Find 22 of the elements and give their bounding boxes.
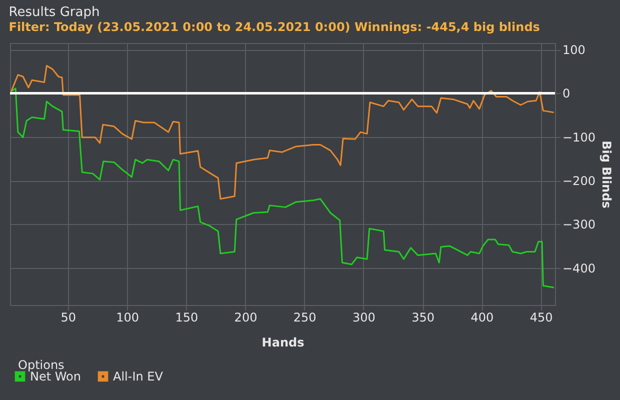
x-tick-label: 350	[412, 310, 435, 324]
x-tick-label: 50	[60, 310, 76, 324]
legend-label: All-In EV	[113, 369, 164, 384]
chart-title: Results Graph	[8, 5, 100, 20]
x-tick-label: 250	[293, 310, 316, 324]
x-tick-label: 100	[116, 310, 139, 324]
x-axis-title: Hands	[262, 336, 304, 350]
chart-subtitle: Filter: Today (23.05.2021 0:00 to 24.05.2021 0:00) Winnings: -445,4 big blinds	[8, 20, 540, 34]
y-tick-label: −300	[562, 218, 596, 232]
y-tick-label: 0	[562, 86, 570, 101]
x-tick-label: 450	[530, 310, 553, 324]
legend-label: Net Won	[30, 369, 81, 384]
y-tick-label: −200	[562, 174, 596, 188]
x-tick-label: 300	[352, 310, 376, 324]
y-tick-label: 100	[562, 43, 586, 58]
y-axis-title: Big Blinds	[599, 140, 614, 208]
y-tick-label: −400	[562, 261, 596, 276]
text: Options	[18, 358, 64, 372]
x-tick-label: 150	[175, 310, 198, 324]
y-tick-label: −100	[562, 130, 596, 144]
x-tick-label: 400	[470, 310, 494, 324]
x-tick-label: 200	[234, 310, 258, 324]
